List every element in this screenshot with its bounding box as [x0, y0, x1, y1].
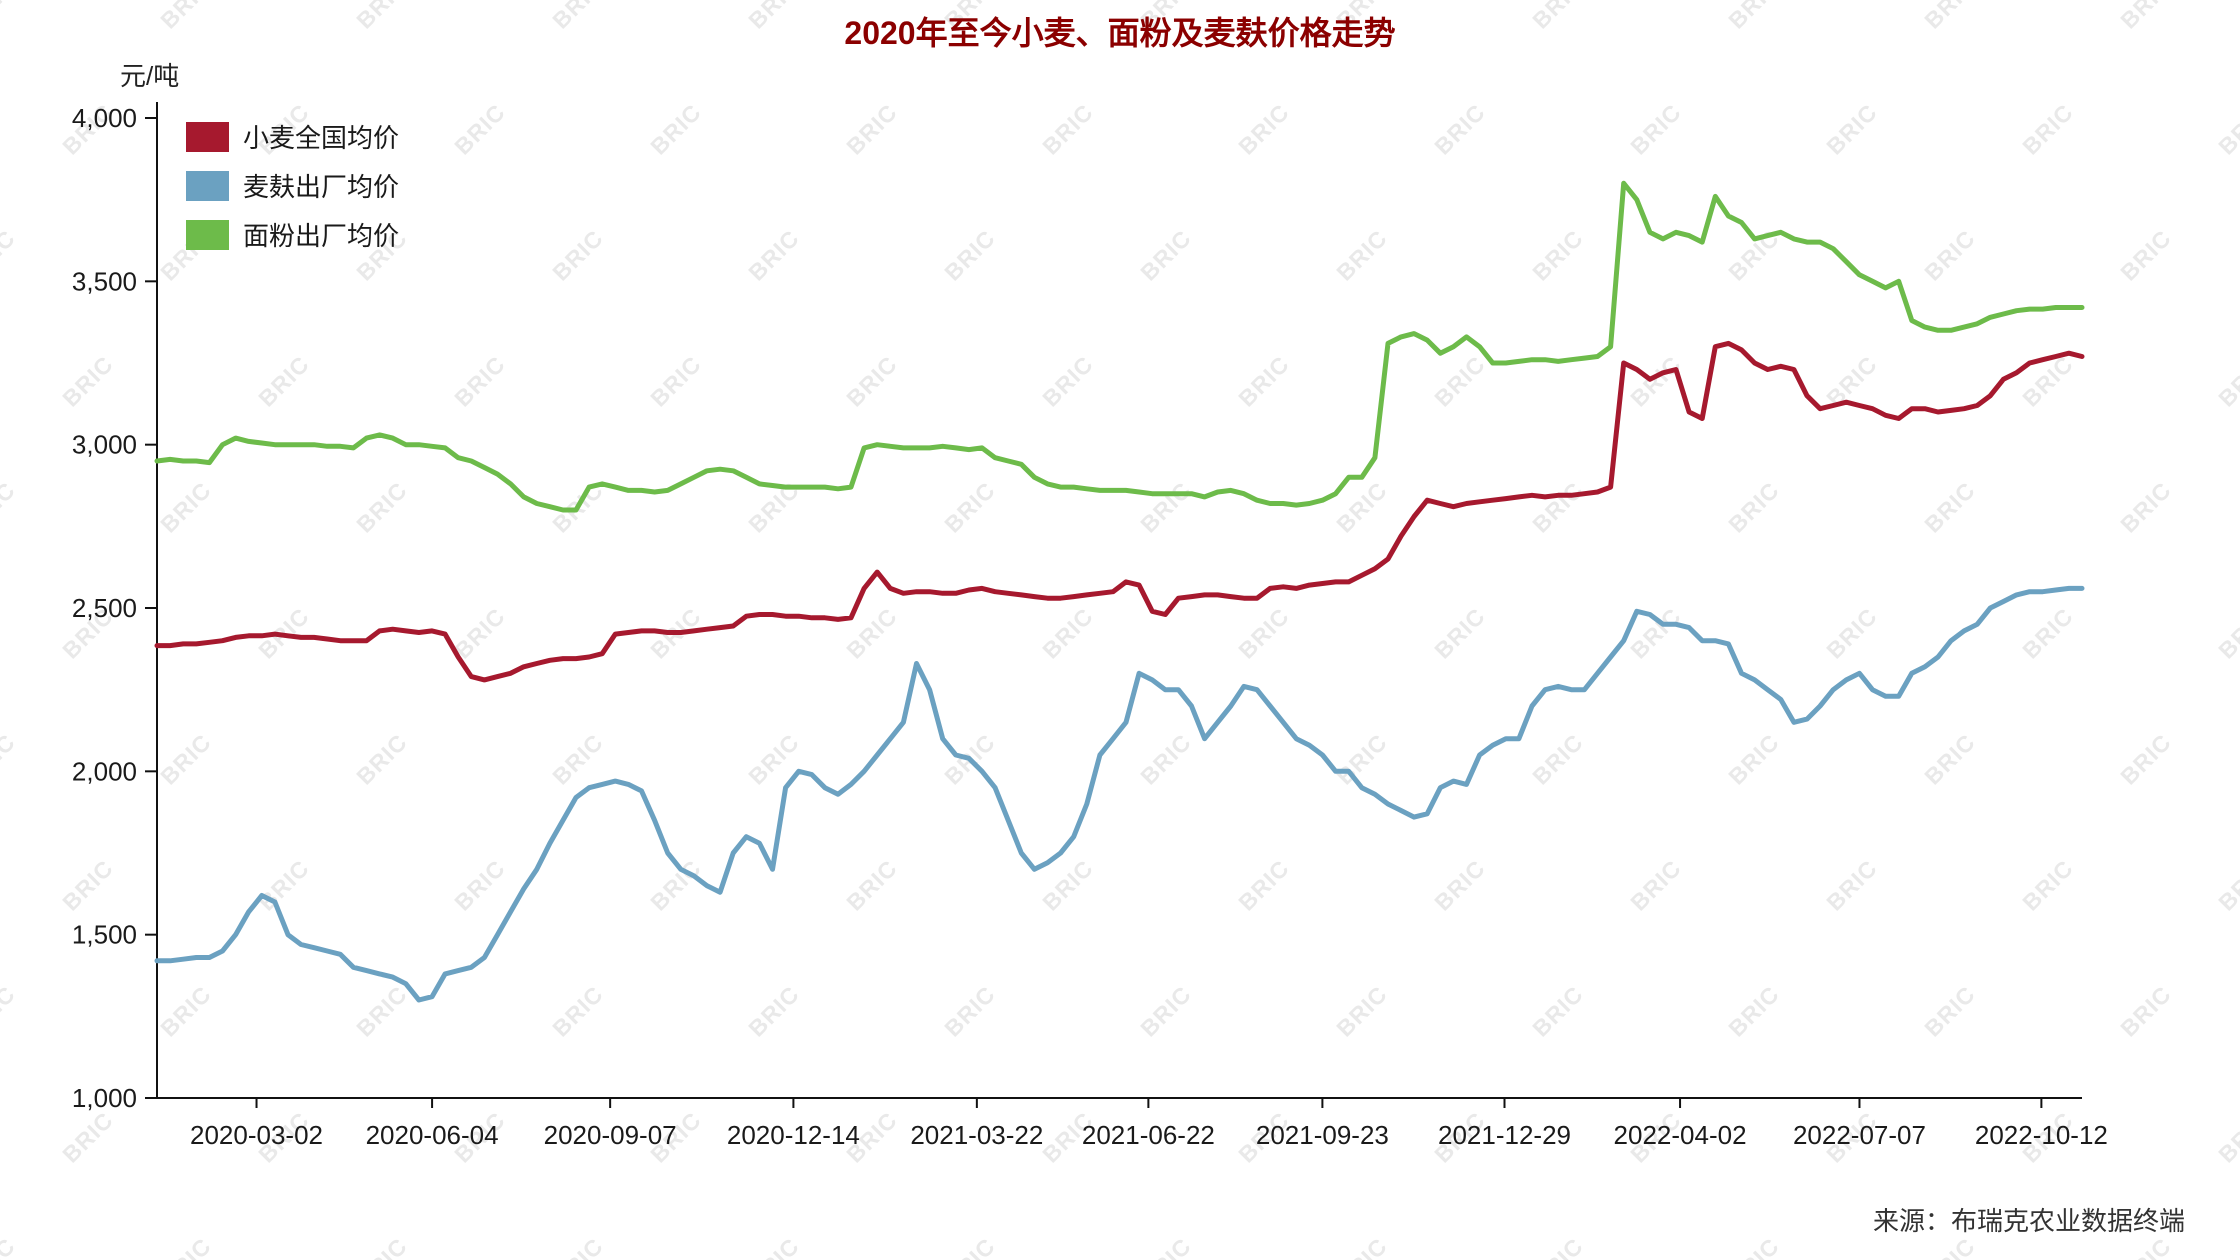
x-tick-label: 2022-07-07 — [1793, 1120, 1926, 1150]
series-line-0 — [154, 340, 2085, 683]
y-tick-label: 1,500 — [72, 920, 137, 950]
legend-swatch-wheat — [186, 121, 229, 152]
x-tick-label: 2021-09-23 — [1256, 1120, 1389, 1150]
legend-item-bran: 麦麸出厂均价 — [186, 161, 399, 210]
legend-item-wheat: 小麦全国均价 — [186, 112, 399, 161]
x-tick-label: 2021-03-22 — [910, 1120, 1043, 1150]
source-caption: 来源：布瑞克农业数据终端 — [1872, 1206, 2185, 1236]
legend-swatch-bran — [186, 170, 229, 201]
x-tick-label: 2021-12-29 — [1438, 1120, 1571, 1150]
chart-title: 2020年至今小麦、面粉及麦麸价格走势 — [844, 15, 1396, 51]
y-tick-label: 2,000 — [72, 756, 137, 786]
legend-item-flour: 面粉出厂均价 — [186, 210, 399, 259]
series-line-1 — [154, 585, 2085, 1003]
legend-label-flour: 面粉出厂均价 — [243, 221, 400, 251]
y-tick-label: 2,500 — [72, 593, 137, 623]
y-tick-label: 4,000 — [72, 103, 137, 133]
legend-label-bran: 麦麸出厂均价 — [243, 172, 400, 202]
legend-swatch-flour — [186, 219, 229, 250]
x-tick-label: 2020-09-07 — [544, 1120, 677, 1150]
y-tick-label: 1,000 — [72, 1083, 137, 1113]
x-tick-label: 2022-10-12 — [1975, 1120, 2108, 1150]
y-axis-unit-label: 元/吨 — [120, 61, 180, 91]
x-tick-label: 2020-06-04 — [366, 1120, 499, 1150]
x-tick-label: 2020-12-14 — [727, 1120, 860, 1150]
x-tick-label: 2020-03-02 — [190, 1120, 323, 1150]
y-tick-label: 3,500 — [72, 266, 137, 296]
y-tick-label: 3,000 — [72, 430, 137, 460]
series-line-2 — [154, 180, 2085, 513]
x-tick-label: 2022-04-02 — [1614, 1120, 1747, 1150]
legend-label-wheat: 小麦全国均价 — [243, 123, 400, 153]
x-tick-label: 2021-06-22 — [1082, 1120, 1215, 1150]
legend: 小麦全国均价 麦麸出厂均价 面粉出厂均价 — [186, 112, 399, 259]
